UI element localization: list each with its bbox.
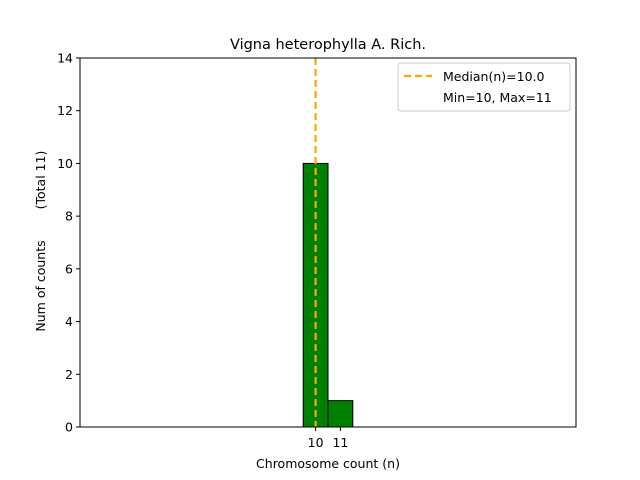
x-tick-label: 10 <box>308 435 324 450</box>
x-axis: 10 11 <box>308 427 348 450</box>
bar-11 <box>327 400 354 428</box>
y-tick-label: 14 <box>57 51 73 66</box>
legend: Median(n)=10.0 Min=10, Max=11 <box>397 62 571 112</box>
y-tick-label: 0 <box>65 420 73 435</box>
legend-median-label: Median(n)=10.0 <box>443 69 544 84</box>
y-tick-label: 10 <box>57 156 73 171</box>
y-tick-label: 12 <box>57 103 73 118</box>
y-tick-label: 6 <box>65 261 73 276</box>
plot-frame <box>79 57 577 428</box>
legend-box <box>397 62 571 112</box>
legend-minmax-label: Min=10, Max=11 <box>443 90 552 105</box>
x-tick-label: 11 <box>332 435 348 450</box>
y-tick-label: 2 <box>65 367 73 382</box>
y-tick-label: 4 <box>65 314 73 329</box>
y-axis-label: Num of counts <box>33 240 48 331</box>
chart-title: Vigna heterophylla A. Rich. <box>230 37 426 53</box>
y-axis-total-label: (Total 11) <box>33 151 48 210</box>
plot-area <box>204 58 452 428</box>
y-axis: 0 2 4 6 8 10 12 14 <box>57 51 80 435</box>
y-tick-label: 8 <box>65 209 73 224</box>
x-axis-label: Chromosome count (n) <box>256 456 400 471</box>
